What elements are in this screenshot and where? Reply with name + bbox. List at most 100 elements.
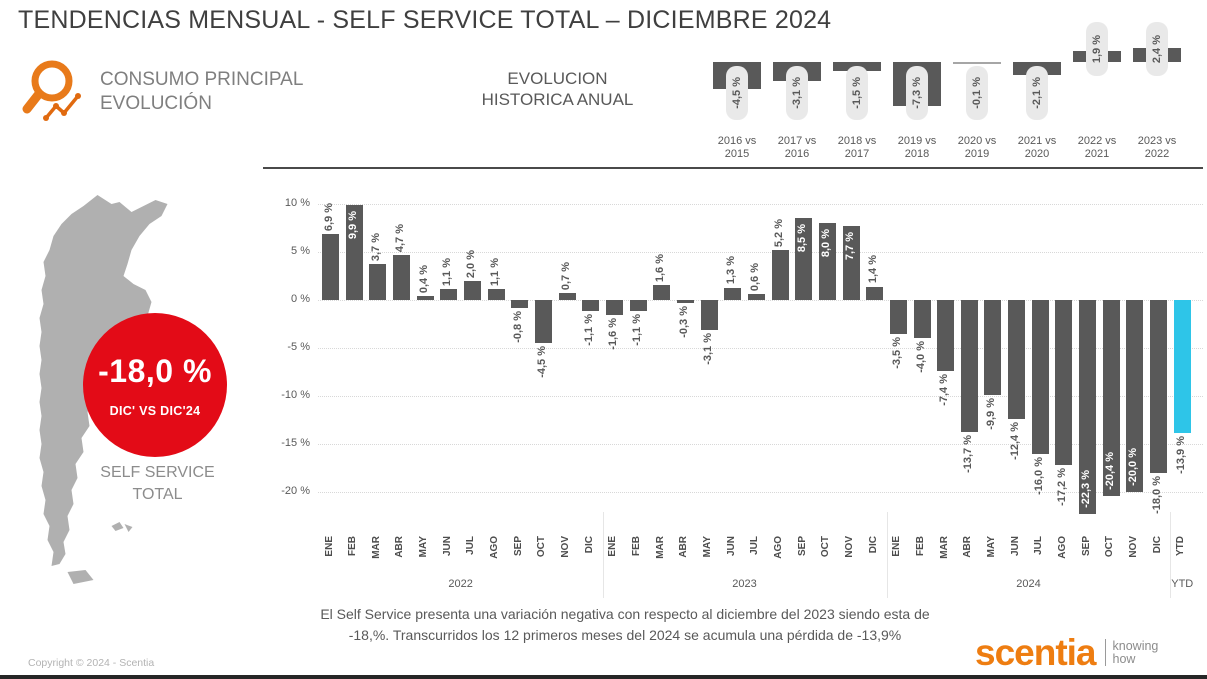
- monthly-bar: [1079, 300, 1097, 515]
- monthly-bar: [463, 280, 481, 300]
- monthly-bar-value: 0,4 %: [417, 265, 430, 294]
- summary-line1: El Self Service presenta una variación n…: [320, 606, 930, 622]
- monthly-bar-value: 6,9 %: [323, 202, 335, 231]
- section-title-line1: CONSUMO PRINCIPAL: [100, 69, 304, 90]
- year-group-separator: [1170, 512, 1172, 598]
- monthly-bar-value: 7,7 %: [843, 232, 856, 261]
- x-axis-month-label: JUL: [749, 536, 761, 555]
- monthly-bar-value: 8,0 %: [819, 229, 832, 258]
- y-axis-tick-label: 5 %: [291, 245, 310, 257]
- monthly-bar-value: -12,4 %: [1009, 422, 1022, 460]
- monthly-bar: [1102, 300, 1120, 496]
- monthly-bar-value: 1,1 %: [441, 258, 454, 287]
- y-axis-tick-label: -10 %: [281, 389, 310, 401]
- copyright: Copyright © 2024 - Scentia: [28, 657, 155, 669]
- monthly-bar-value: -17,2 %: [1056, 468, 1069, 507]
- monthly-bar-value: 4,7 %: [393, 223, 406, 252]
- x-axis-month-label: ABR: [394, 536, 406, 558]
- x-axis-month-label: AGO: [489, 536, 501, 559]
- x-axis-year-label: 2023: [732, 578, 757, 590]
- annual-bar-value-pill: 2,4 %: [1146, 22, 1168, 76]
- y-axis-tick-label: 10 %: [284, 197, 310, 209]
- monthly-bar-value: -18,0 %: [1151, 475, 1164, 514]
- monthly-bar-value: -22,3 %: [1080, 470, 1093, 509]
- x-axis-month-label: ENE: [891, 536, 903, 557]
- y-axis-tick-label: -15 %: [281, 437, 310, 449]
- monthly-bar: [534, 300, 552, 344]
- x-axis-month-label: MAR: [654, 536, 666, 559]
- y-axis-tick-label: -5 %: [287, 341, 310, 353]
- header-divider: [263, 167, 1203, 169]
- x-axis-month-label: JUN: [1009, 536, 1021, 557]
- monthly-bar: [747, 294, 765, 300]
- gridline: [318, 348, 1203, 349]
- argentina-map: [39, 195, 168, 584]
- gridline: [318, 252, 1203, 253]
- summary-line2: -18,%. Transcurridos los 12 primeros mes…: [348, 627, 902, 643]
- annual-category-label: 2020 vs 2019: [957, 135, 997, 160]
- gridline: [318, 300, 1203, 301]
- x-axis-month-label: MAR: [938, 536, 950, 559]
- trend-magnifier-icon: [22, 60, 81, 121]
- monthly-bar: [582, 300, 600, 311]
- monthly-bar-value: 1,1 %: [488, 258, 501, 287]
- scentia-logo: scentia knowing how: [975, 634, 1158, 671]
- monthly-bar-value: 0,6 %: [748, 263, 761, 292]
- monthly-bar: [1150, 300, 1168, 473]
- logo-tagline: knowing how: [1112, 638, 1159, 666]
- x-axis-month-label: JUL: [465, 536, 477, 555]
- kpi-value: -18,0 %: [98, 352, 212, 389]
- annual-category-label: 2018 vs 2017: [837, 135, 877, 160]
- annual-bar-value-pill: -7,3 %: [906, 66, 928, 120]
- monthly-bar: [700, 300, 718, 330]
- x-axis-month-label: MAY: [985, 536, 997, 558]
- monthly-bar-value: -1,1 %: [583, 313, 596, 346]
- annual-bar-value-pill: -2,1 %: [1026, 66, 1048, 120]
- monthly-bar: [960, 300, 978, 432]
- gridline: [318, 396, 1203, 397]
- monthly-bar-value: -3,1 %: [701, 332, 714, 365]
- monthly-bar-value: 2,0 %: [464, 249, 477, 278]
- annual-category-label: 2021 vs 2020: [1017, 135, 1057, 160]
- monthly-bar-value: 3,7 %: [370, 233, 383, 262]
- x-axis-month-label: NOV: [1127, 536, 1139, 558]
- kpi-label: SELF SERVICE TOTAL: [75, 462, 240, 506]
- x-axis-month-label: FEB: [915, 536, 926, 556]
- monthly-bar-value: -0,8 %: [512, 310, 525, 343]
- monthly-bar: [676, 300, 694, 303]
- monthly-bar: [511, 300, 529, 308]
- monthly-bar-value: -3,5 %: [890, 336, 903, 369]
- x-axis-month-label: FEB: [631, 536, 643, 556]
- y-axis-tick-label: -20 %: [281, 485, 310, 497]
- x-axis-month-label: NOV: [560, 536, 572, 558]
- monthly-bar-value: -16,0 %: [1032, 456, 1045, 495]
- monthly-bar-value: 8,5 %: [796, 224, 809, 253]
- x-axis-month-label: DIC: [1151, 536, 1163, 554]
- monthly-bar-value: 5,2 %: [772, 218, 785, 248]
- x-axis-month-label: SEP: [1080, 536, 1092, 557]
- x-axis-month-label: ABR: [962, 536, 974, 558]
- logo-tagline-line1: knowing: [1112, 638, 1159, 653]
- monthly-bar: [629, 300, 647, 311]
- x-axis-month-label: JUL: [1033, 536, 1045, 555]
- year-group-separator: [602, 512, 604, 598]
- x-axis-month-label: FEB: [347, 536, 359, 556]
- x-axis-year-label: YTD: [1171, 578, 1194, 590]
- monthly-bar: [440, 289, 458, 300]
- section-title: CONSUMO PRINCIPAL EVOLUCIÓN: [100, 68, 303, 116]
- monthly-bar-value: -13,7 %: [961, 434, 974, 473]
- x-axis-month-label: MAR: [370, 536, 382, 559]
- x-axis-month-label: DIC: [583, 536, 595, 554]
- monthly-bar: [984, 300, 1002, 396]
- monthly-bar: [795, 218, 813, 300]
- logo-divider: [1104, 639, 1106, 666]
- x-axis-month-label: ENE: [607, 536, 619, 557]
- monthly-bar: [842, 226, 860, 300]
- annual-category-label: 2017 vs 2016: [777, 135, 817, 160]
- monthly-bar-value: -7,4 %: [938, 374, 951, 406]
- monthly-bar: [369, 264, 387, 300]
- monthly-bar-value: -20,0 %: [1127, 448, 1140, 486]
- monthly-bar: [1173, 300, 1191, 434]
- gridline: [318, 444, 1203, 445]
